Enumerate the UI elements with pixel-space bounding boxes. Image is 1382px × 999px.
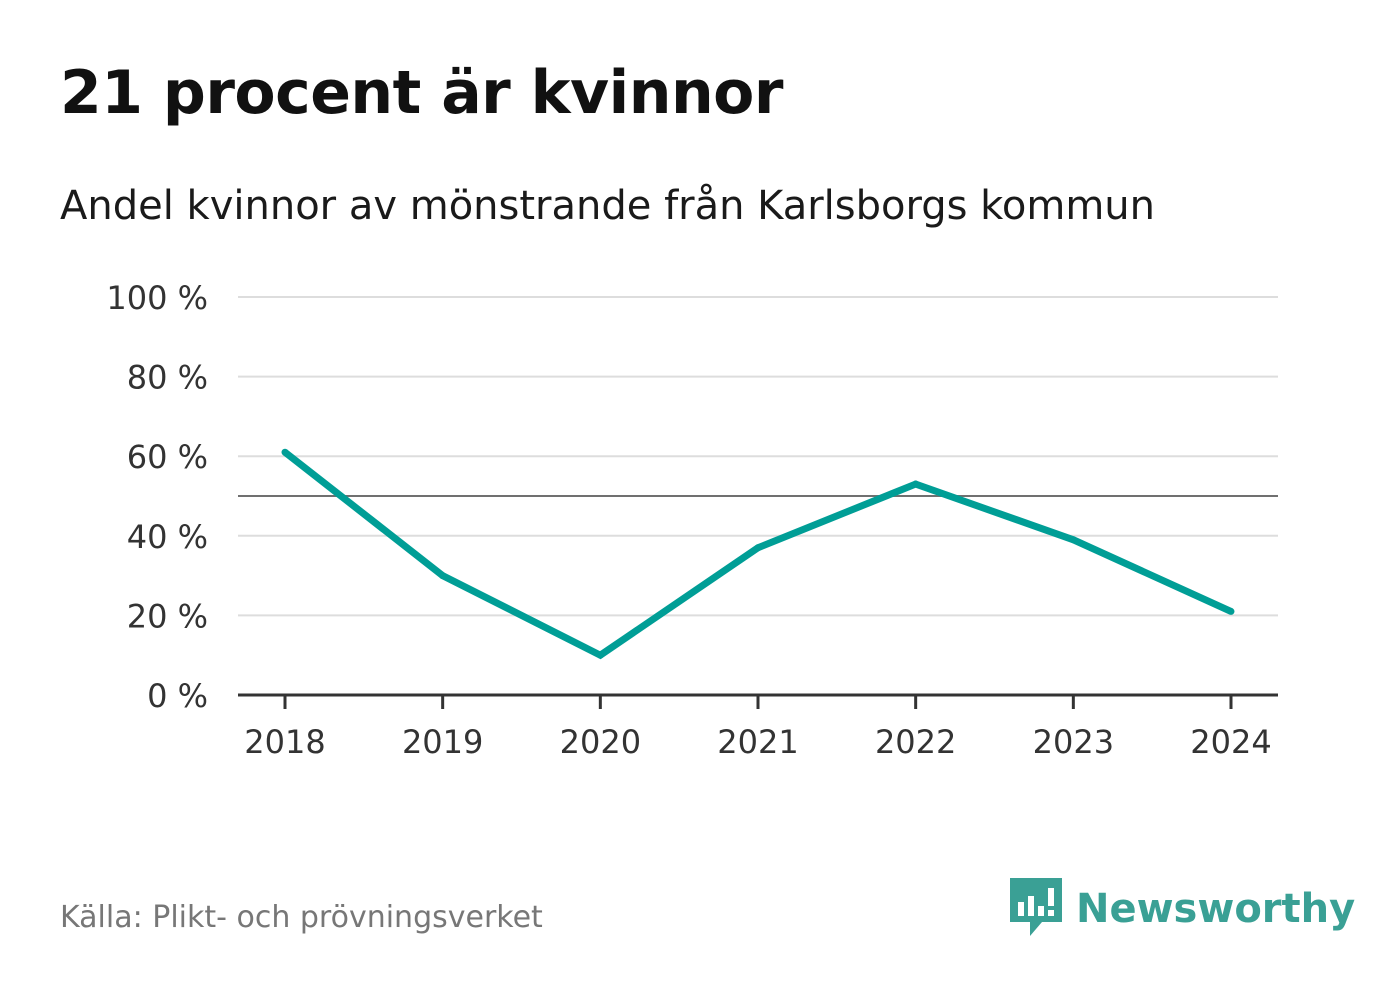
data-point-2021 xyxy=(754,544,762,552)
chart-subtitle: Andel kvinnor av mönstrande från Karlsbo… xyxy=(60,183,1155,229)
y-axis-tick-labels: 0 % 20 % 40 % 60 % 80 % 100 % xyxy=(106,279,208,715)
chart-title: 21 procent är kvinnor xyxy=(60,58,783,128)
y-tick-label: 0 % xyxy=(147,677,208,715)
x-tick-label: 2022 xyxy=(875,723,956,761)
x-tick-label: 2023 xyxy=(1033,723,1114,761)
data-point-2019 xyxy=(439,572,447,580)
x-axis-tick-labels: 2018 2019 2020 2021 2022 2023 2024 xyxy=(244,723,1271,761)
y-tick-label: 80 % xyxy=(127,359,208,397)
x-tick-label: 2020 xyxy=(560,723,641,761)
x-tick-label: 2019 xyxy=(402,723,483,761)
data-point-2022 xyxy=(912,480,920,488)
data-point-2018 xyxy=(281,448,289,456)
data-point-2020 xyxy=(596,651,604,659)
y-tick-label: 100 % xyxy=(106,279,208,317)
newsworthy-logo-icon xyxy=(1010,878,1062,936)
x-tick-label: 2021 xyxy=(717,723,798,761)
y-tick-label: 20 % xyxy=(127,597,208,635)
y-tick-label: 40 % xyxy=(127,518,208,556)
x-tick-label: 2018 xyxy=(244,723,325,761)
y-tick-label: 60 % xyxy=(127,438,208,476)
source-note: Källa: Plikt- och prövningsverket xyxy=(60,900,543,935)
brand-name: Newsworthy xyxy=(1076,886,1356,932)
gridlines xyxy=(238,296,1278,617)
x-tick-label: 2024 xyxy=(1190,723,1271,761)
series-line xyxy=(282,449,1233,660)
series-group xyxy=(281,448,1235,660)
x-axis xyxy=(238,693,1278,709)
data-point-2024 xyxy=(1227,607,1235,615)
data-point-2023 xyxy=(1069,536,1077,544)
brand-logo[interactable]: Newsworthy xyxy=(1010,878,1355,940)
